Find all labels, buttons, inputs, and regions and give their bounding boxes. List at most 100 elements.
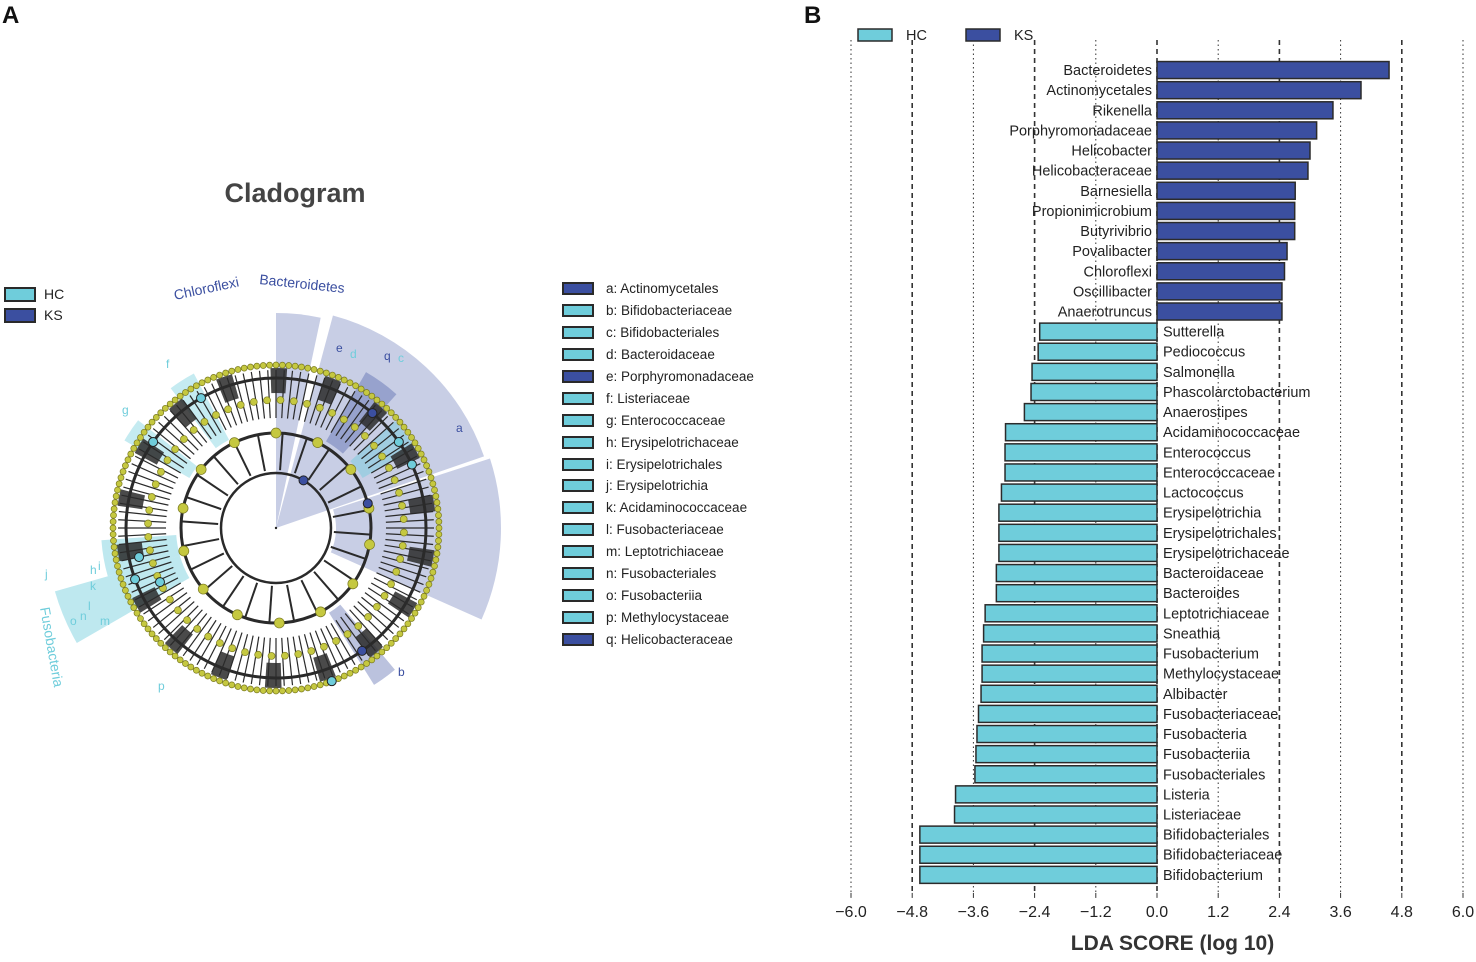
branch [286,637,294,686]
branch [281,637,285,686]
node [144,533,153,541]
branch-fan [270,368,288,394]
branch-fan [117,489,146,510]
leaf-node [431,486,438,494]
leaf-node [114,486,121,494]
highlight-sector [330,458,501,620]
node [166,595,174,604]
cladogram-key-item: i: Erysipelotrichales [562,453,754,475]
leaf-node [148,630,156,638]
leaf-node [291,686,299,694]
node [398,501,406,510]
bar [998,503,1158,522]
leaf-node [387,409,395,417]
root-node [274,526,278,530]
branch [325,625,349,670]
node [343,630,352,638]
leaf-node [433,550,441,557]
branch [378,470,424,490]
bar [981,664,1158,683]
node [315,403,324,412]
leaf-node [417,598,425,606]
leaf-node [171,652,179,660]
highlight-node [406,459,417,470]
bar-label: Oscillibacter [1073,284,1152,300]
branch [307,448,330,481]
leaf-node [112,556,120,564]
leaf-node [423,462,430,469]
leaf-node [400,625,408,633]
leaf-node [310,366,318,373]
branch [118,533,167,537]
leaf-node [432,492,440,500]
branch [330,390,356,434]
leaf-node [171,396,179,404]
leaf-node [110,537,117,545]
branch [353,415,389,451]
leaf-node [435,518,443,525]
bar-label: Albibacter [1163,687,1228,703]
leaf-node [378,400,386,408]
node [400,528,408,537]
cladogram-key-item: h: Erysipelotrichaceae [562,431,754,453]
cladogram-legend-hc-label: HC [44,286,65,302]
leaf-node [148,418,156,426]
leaf-node [435,531,443,538]
leaf-node [434,505,442,513]
x-tick-label: 2.4 [1268,904,1290,921]
x-tick-label: −3.6 [958,904,990,921]
node [396,555,405,563]
leaf-node [435,511,442,519]
leaf-node [346,669,354,677]
branch-fan [390,443,420,469]
leaf-node [392,635,400,642]
branch [380,561,427,578]
branch [335,395,363,437]
branch-fan [210,651,235,681]
bar [1004,422,1158,442]
cladogram-key-label: q: Helicobacteraceae [606,631,733,647]
leaf-node [110,543,118,551]
leaf-node [133,439,141,447]
clade-letter-p: p [158,679,165,693]
branch [303,375,318,422]
leaf-node [304,364,312,372]
leaf-node [152,414,160,421]
cladogram-key-label: m: Leptotrichiaceae [606,544,724,560]
leaf-node [408,615,415,622]
branch [385,538,434,546]
branch [212,455,239,485]
branch-fan [355,628,384,658]
leaf-node [216,677,223,685]
leaf-node [352,382,359,390]
hc-swatch [562,610,594,624]
branch [128,470,174,490]
node [273,617,285,629]
leaf-node [373,396,381,404]
cladogram-key-item: n: Fusobacteriales [562,563,754,585]
node [157,468,165,476]
branch [134,455,179,479]
node [146,546,154,555]
leaf-node [127,598,135,606]
bar-label: Phascolarctobacterium [1163,385,1311,401]
cladogram-key-label: g: Enterococcaceae [606,412,726,428]
bar [953,805,1158,824]
hc-swatch [562,457,594,471]
branch [298,635,310,683]
leaf-node [210,374,217,381]
leaf-node [110,505,118,513]
leaf-node [253,686,261,694]
branch [242,373,254,421]
clade-letter-n: n [80,609,87,623]
bar [1000,483,1158,502]
leaf-node [383,644,390,652]
leaf-node [122,587,129,594]
branch [376,572,421,593]
bar-label: Acidaminococcaceae [1163,425,1300,441]
leaf-node [357,663,365,671]
leaf-node [285,362,293,369]
node [345,464,357,475]
bar-label: Pediococcus [1163,345,1245,361]
leaf-node [368,656,376,664]
